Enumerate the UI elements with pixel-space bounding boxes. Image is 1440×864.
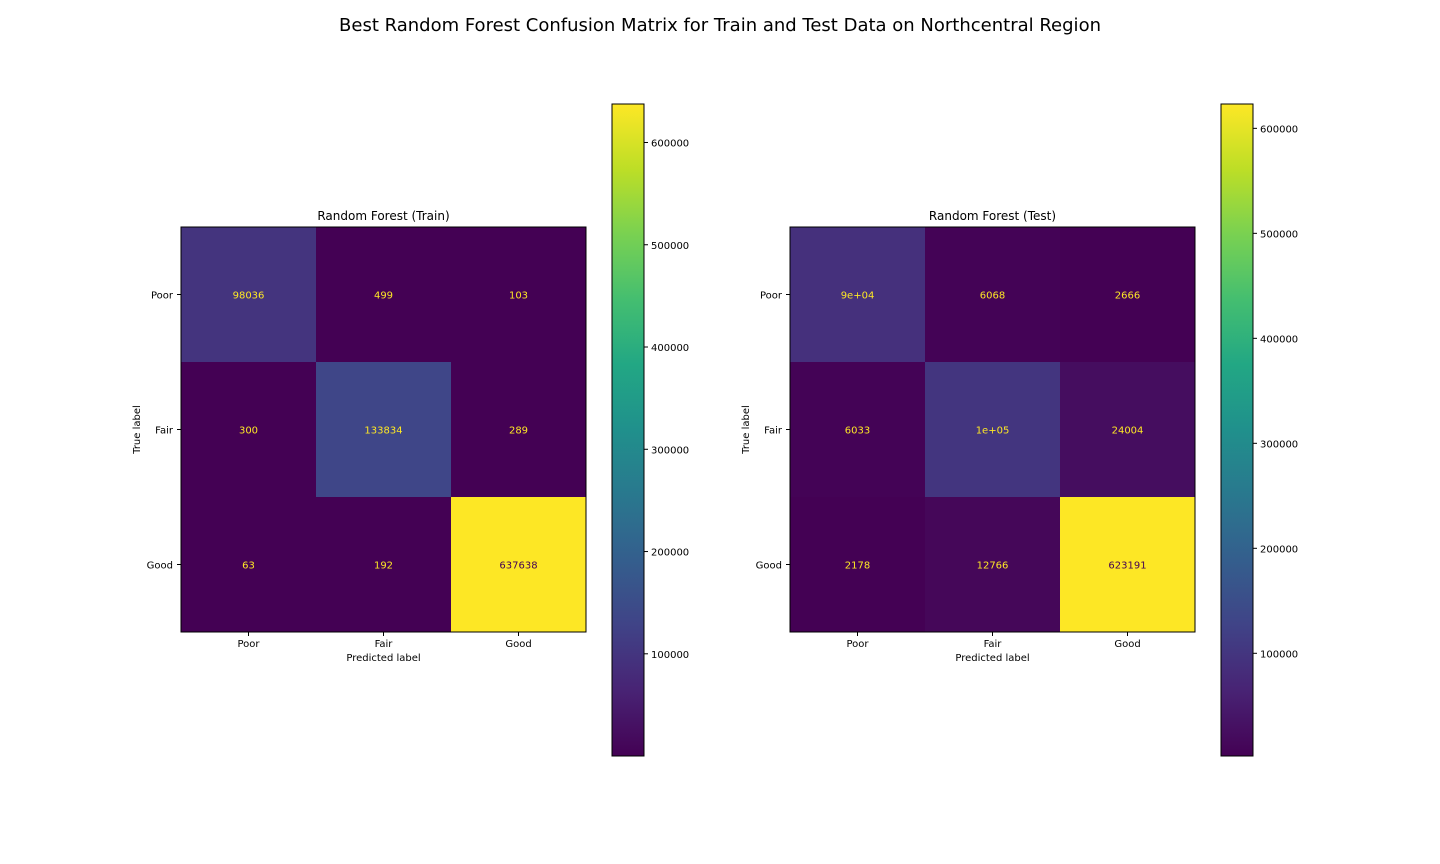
- test-cell-good-fair: [925, 497, 1060, 632]
- train-y-axis-label: True label: [132, 405, 143, 455]
- test-colorbar-tick-label: 600000: [1260, 124, 1298, 135]
- test-colorbar-tick-label: 200000: [1260, 544, 1298, 555]
- train-cell-label: 63: [242, 561, 255, 572]
- train-confusion-matrix: 98036 499 103 300 133834 289 63 192 637638 Random…: [132, 103, 689, 757]
- train-cell-label: 289: [509, 426, 528, 437]
- train-cell-good-poor: [181, 497, 316, 632]
- test-y-tick-label: Good: [756, 561, 782, 572]
- train-x-tick-label: Poor: [237, 639, 260, 650]
- test-cell-fair-fair: [925, 362, 1060, 497]
- test-cell-label: 6033: [845, 426, 870, 437]
- train-cell-good-fair: [316, 497, 451, 632]
- test-cell-label: 24004: [1112, 426, 1144, 437]
- train-cell-label: 192: [374, 561, 393, 572]
- test-confusion-matrix: 9e+04 6068 2666 6033 1e+05 24004 2178 12766 6231…: [741, 103, 1298, 757]
- test-x-axis-label: Predicted label: [955, 653, 1029, 664]
- train-cell-poor-poor: [181, 227, 316, 362]
- train-cell-label: 103: [509, 291, 528, 302]
- train-cell-label: 98036: [233, 291, 265, 302]
- test-axes-title: Random Forest (Test): [929, 209, 1056, 223]
- test-colorbar: [1220, 103, 1254, 757]
- test-cell-label: 6068: [980, 291, 1005, 302]
- train-colorbar-tick-label: 400000: [651, 343, 689, 354]
- test-cell-good-good: [1060, 497, 1195, 632]
- test-cell-fair-good: [1060, 362, 1195, 497]
- test-cell-label: 2178: [845, 561, 870, 572]
- figure-suptitle: Best Random Forest Confusion Matrix for …: [339, 15, 1101, 36]
- test-cell-poor-poor: [790, 227, 925, 362]
- test-y-tick-label: Fair: [764, 426, 783, 437]
- test-cell-label: 9e+04: [841, 291, 875, 302]
- test-colorbar-tick-label: 500000: [1260, 229, 1298, 240]
- test-cell-good-poor: [790, 497, 925, 632]
- train-cell-good-good: [451, 497, 586, 632]
- test-cell-label: 1e+05: [976, 426, 1010, 437]
- test-y-tick-label: Poor: [760, 291, 783, 302]
- train-axes-title: Random Forest (Train): [317, 209, 449, 223]
- test-cell-label: 623191: [1108, 561, 1146, 572]
- train-colorbar: [611, 103, 645, 757]
- train-y-tick-label: Good: [147, 561, 173, 572]
- train-cell-fair-fair: [316, 362, 451, 497]
- test-cell-label: 12766: [977, 561, 1009, 572]
- train-x-tick-label: Fair: [375, 639, 394, 650]
- train-colorbar-tick-label: 300000: [651, 445, 689, 456]
- train-colorbar-tick-label: 500000: [651, 241, 689, 252]
- test-colorbar-tick-label: 300000: [1260, 439, 1298, 450]
- train-cell-fair-poor: [181, 362, 316, 497]
- test-x-tick-label: Good: [1114, 639, 1140, 650]
- train-cell-label: 300: [239, 426, 258, 437]
- train-colorbar-tick-label: 100000: [651, 650, 689, 661]
- test-cell-poor-good: [1060, 227, 1195, 362]
- train-y-tick-label: Poor: [151, 291, 174, 302]
- test-cell-label: 2666: [1115, 291, 1140, 302]
- train-cell-poor-good: [451, 227, 586, 362]
- test-cell-poor-fair: [925, 227, 1060, 362]
- train-cell-label: 637638: [499, 561, 537, 572]
- test-y-axis-label: True label: [741, 405, 752, 455]
- test-colorbar-tick-label: 100000: [1260, 649, 1298, 660]
- train-cell-label: 133834: [364, 426, 402, 437]
- train-colorbar-tick-label: 200000: [651, 548, 689, 559]
- train-y-tick-label: Fair: [155, 426, 174, 437]
- test-cell-fair-poor: [790, 362, 925, 497]
- test-colorbar-tick-label: 400000: [1260, 334, 1298, 345]
- train-cell-label: 499: [374, 291, 393, 302]
- train-colorbar-tick-label: 600000: [651, 138, 689, 149]
- test-x-tick-label: Poor: [846, 639, 869, 650]
- train-cell-poor-fair: [316, 227, 451, 362]
- test-x-tick-label: Fair: [984, 639, 1003, 650]
- train-x-axis-label: Predicted label: [346, 653, 420, 664]
- train-x-tick-label: Good: [505, 639, 531, 650]
- train-cell-fair-good: [451, 362, 586, 497]
